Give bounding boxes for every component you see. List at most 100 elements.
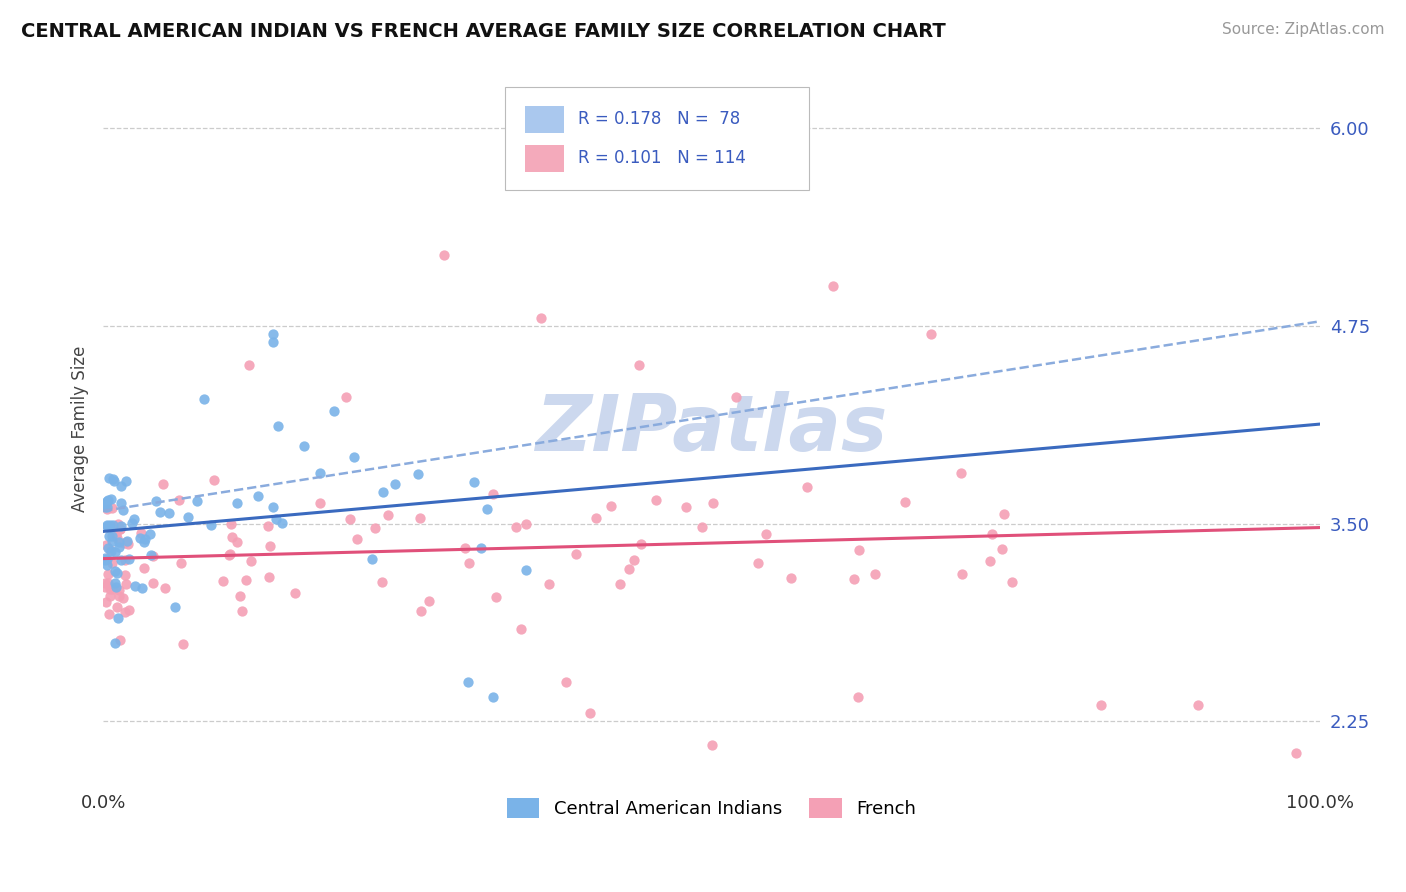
Point <box>96 519 118 533</box>
Point <box>108 589 131 603</box>
Point <box>131 582 153 596</box>
Point <box>121 516 143 531</box>
Point <box>219 547 242 561</box>
Point <box>600 499 623 513</box>
Point <box>172 637 194 651</box>
Point <box>675 500 697 514</box>
Point <box>202 473 225 487</box>
Point <box>96 576 118 591</box>
Point <box>702 496 724 510</box>
Point <box>96 595 118 609</box>
FancyBboxPatch shape <box>505 87 808 190</box>
Point <box>124 579 146 593</box>
Point <box>142 549 165 563</box>
Point <box>271 516 294 531</box>
Point <box>105 566 128 580</box>
Point <box>163 599 186 614</box>
Point <box>477 502 499 516</box>
Point <box>630 537 652 551</box>
Point <box>377 508 399 522</box>
Point <box>97 566 120 581</box>
Point <box>167 493 190 508</box>
Point <box>247 490 270 504</box>
Point <box>115 576 138 591</box>
Point <box>894 495 917 509</box>
Point <box>152 477 174 491</box>
Point <box>98 518 121 533</box>
Point <box>107 611 129 625</box>
Point <box>105 599 128 614</box>
Point <box>103 582 125 597</box>
Point <box>627 359 650 373</box>
Point <box>159 506 181 520</box>
Point <box>846 690 869 705</box>
Point <box>463 475 485 489</box>
Point <box>129 531 152 545</box>
Point <box>114 474 136 488</box>
Point <box>796 480 818 494</box>
Point <box>100 544 122 558</box>
Point <box>114 535 136 549</box>
Point <box>259 539 281 553</box>
Point <box>364 520 387 534</box>
Point <box>225 496 247 510</box>
Point <box>124 512 146 526</box>
Point <box>96 538 118 552</box>
Point <box>118 603 141 617</box>
Point <box>371 485 394 500</box>
Text: R = 0.101   N = 114: R = 0.101 N = 114 <box>578 149 745 167</box>
Point <box>97 607 120 621</box>
Point <box>457 674 479 689</box>
Point <box>134 532 156 546</box>
Point <box>515 563 537 577</box>
Point <box>554 674 576 689</box>
Point <box>842 573 865 587</box>
Point <box>98 582 121 596</box>
Point <box>470 541 492 555</box>
Point <box>112 591 135 605</box>
Point <box>96 552 118 566</box>
Point <box>98 470 121 484</box>
Point <box>93 500 115 515</box>
Point <box>579 706 602 721</box>
Point <box>505 520 527 534</box>
Point <box>145 493 167 508</box>
Point <box>346 532 368 546</box>
Point <box>101 529 124 543</box>
Point <box>110 553 132 567</box>
Point <box>108 522 131 536</box>
Point <box>823 279 845 293</box>
Point <box>920 326 942 341</box>
Point <box>105 531 128 545</box>
Y-axis label: Average Family Size: Average Family Size <box>72 345 89 512</box>
Point <box>690 520 713 534</box>
Point <box>384 477 406 491</box>
Point <box>263 334 285 349</box>
Point <box>780 571 803 585</box>
Point <box>218 548 240 562</box>
Point <box>104 636 127 650</box>
Point <box>585 511 607 525</box>
Point <box>96 493 118 508</box>
Point <box>139 548 162 562</box>
Point <box>153 581 176 595</box>
Point <box>142 576 165 591</box>
Point <box>97 492 120 507</box>
Point <box>114 553 136 567</box>
Point <box>149 505 172 519</box>
Point <box>485 590 508 604</box>
Point <box>118 552 141 566</box>
Point <box>755 527 778 541</box>
Point <box>101 501 124 516</box>
Point <box>186 494 208 508</box>
Point <box>623 552 645 566</box>
Point <box>219 517 242 532</box>
Point <box>110 495 132 509</box>
Point <box>262 500 284 515</box>
Point <box>132 560 155 574</box>
Point <box>103 544 125 558</box>
Point <box>617 562 640 576</box>
Point <box>110 519 132 533</box>
Point <box>343 450 366 465</box>
Point <box>103 474 125 488</box>
